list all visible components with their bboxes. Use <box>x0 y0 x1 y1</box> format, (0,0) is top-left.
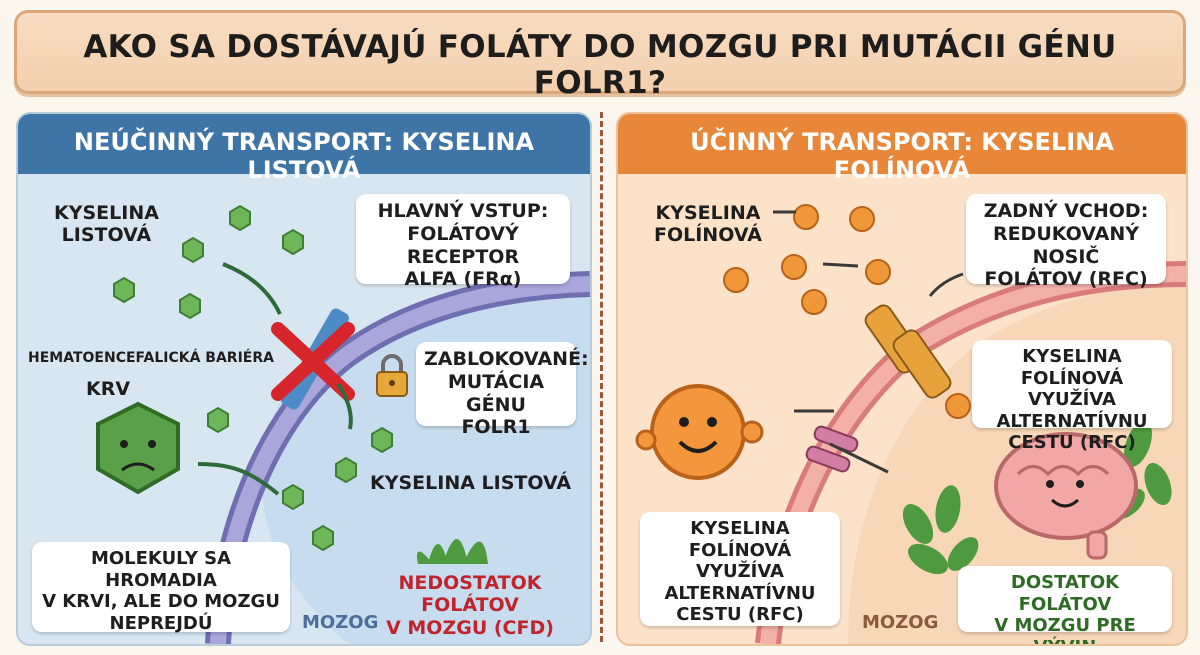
panel-folic-acid: NEÚČINNÝ TRANSPORT: KYSELINA LISTOVÁ KYS… <box>16 112 592 646</box>
right-header-text: ÚČINNÝ TRANSPORT: KYSELINA FOLÍNOVÁ <box>690 128 1114 184</box>
blocked-line1: ZABLOKOVANÉ: <box>424 348 589 370</box>
deficit-line1: NEDOSTATOK FOLÁTOV <box>398 572 542 617</box>
folic-inside-label: KYSELINA LISTOVÁ <box>370 472 572 494</box>
receptor-line1: HLAVNÝ VSTUP: <box>377 200 549 222</box>
receptor-card: HLAVNÝ VSTUP: FOLÁTOVÝ RECEPTOR ALFA (FR… <box>356 194 570 290</box>
folinic-label-line1: KYSELINA <box>655 202 761 224</box>
accumulate-line1: MOLEKULY SA HROMADIA <box>90 548 232 591</box>
receptor-line3: ALFA (FRα) <box>404 268 522 291</box>
rfc-transporter-icon <box>864 304 952 399</box>
page-title: AKO SA DOSTÁVAJÚ FOLÁTY DO MOZGU PRI MUT… <box>83 29 1117 101</box>
sad-molecule-icon <box>96 401 180 495</box>
right-panel-header: ÚČINNÝ TRANSPORT: KYSELINA FOLÍNOVÁ <box>618 114 1186 184</box>
blood-label: KRV <box>86 378 131 400</box>
enough-line2: V MOZGU PRE VÝVIN <box>994 615 1136 644</box>
alt-line3: CESTU (RFC) <box>1008 432 1136 454</box>
enough-line1: DOSTATOK FOLÁTOV <box>1010 572 1120 615</box>
deficit-label: NEDOSTATOK FOLÁTOV V MOZGU (CFD) <box>350 572 590 639</box>
alt2-line1: KYSELINA FOLÍNOVÁ <box>688 518 792 561</box>
brain-label-right: MOZOG <box>862 612 939 633</box>
left-header-text: NEÚČINNÝ TRANSPORT: KYSELINA LISTOVÁ <box>73 128 535 184</box>
panel-folinic-acid: ÚČINNÝ TRANSPORT: KYSELINA FOLÍNOVÁ KYSE… <box>616 112 1188 646</box>
lock-icon <box>374 354 410 398</box>
blocked-card: ZABLOKOVANÉ: MUTÁCIA GÉNU FOLR1 <box>416 342 589 438</box>
rfc-card: ZADNÝ VCHOD: REDUKOVANÝ NOSIČ FOLÁTOV (R… <box>966 194 1166 290</box>
plant-left-icon <box>902 485 979 575</box>
folinic-label-line2: FOLÍNOVÁ <box>654 224 762 247</box>
alt-path-card: KYSELINA FOLÍNOVÁ VYUŽÍVA ALTERNATÍVNU C… <box>972 340 1172 453</box>
blocked-line3: FOLR1 <box>461 416 531 439</box>
brain-label-left: MOZOG <box>302 612 379 633</box>
folic-label-line1: KYSELINA <box>54 202 159 224</box>
rfc-line3: FOLÁTOV (RFC) <box>984 268 1148 291</box>
accumulate-line2: V KRVI, ALE DO MOZGU <box>42 591 280 613</box>
alt-line2: VYUŽÍVA ALTERNATÍVNU <box>996 389 1148 432</box>
alt-line1: KYSELINA FOLÍNOVÁ <box>1020 346 1124 389</box>
brain-icon <box>994 432 1138 560</box>
folinic-molecules <box>723 204 971 419</box>
flow-arrows-right <box>773 210 964 474</box>
happy-molecule-icon <box>635 384 764 480</box>
rfc-line2: REDUKOVANÝ NOSIČ <box>992 222 1140 268</box>
blocked-line2: MUTÁCIA GÉNU <box>447 370 545 416</box>
deficit-line2: V MOZGU (CFD) <box>386 616 554 639</box>
left-panel-header: NEÚČINNÝ TRANSPORT: KYSELINA LISTOVÁ <box>18 114 590 184</box>
grass-icon <box>417 539 488 564</box>
block-cross-icon <box>271 322 355 401</box>
folic-molecules <box>113 204 393 552</box>
receptor-line2: FOLÁTOVÝ RECEPTOR <box>406 222 520 268</box>
accumulate-line3: NEPREJDÚ <box>109 612 213 634</box>
title-banner: AKO SA DOSTÁVAJÚ FOLÁTY DO MOZGU PRI MUT… <box>14 10 1186 101</box>
bbb-label: HEMATOENCEFALICKÁ BARIÉRA <box>28 350 274 366</box>
accumulate-card: MOLEKULY SA HROMADIA V KRVI, ALE DO MOZG… <box>32 542 290 634</box>
alt2-line3: ALTERNATÍVNU <box>664 582 816 604</box>
alt2-line2: VYUŽÍVA <box>696 561 784 583</box>
flow-arrows <box>197 262 353 496</box>
alt-path-card-2: KYSELINA FOLÍNOVÁ VYUŽÍVA ALTERNATÍVNU C… <box>640 512 840 626</box>
alt2-line4: CESTU (RFC) <box>676 604 804 626</box>
folinic-acid-label: KYSELINA FOLÍNOVÁ <box>654 202 762 247</box>
rfc-line1: ZADNÝ VCHOD: <box>983 200 1149 222</box>
rfc-transporter-lower-icon <box>805 425 859 473</box>
panel-divider <box>600 112 603 642</box>
enough-card: DOSTATOK FOLÁTOV V MOZGU PRE VÝVIN <box>958 566 1172 644</box>
folic-label-line2: LISTOVÁ <box>61 224 152 247</box>
folic-acid-label: KYSELINA LISTOVÁ <box>54 202 159 247</box>
